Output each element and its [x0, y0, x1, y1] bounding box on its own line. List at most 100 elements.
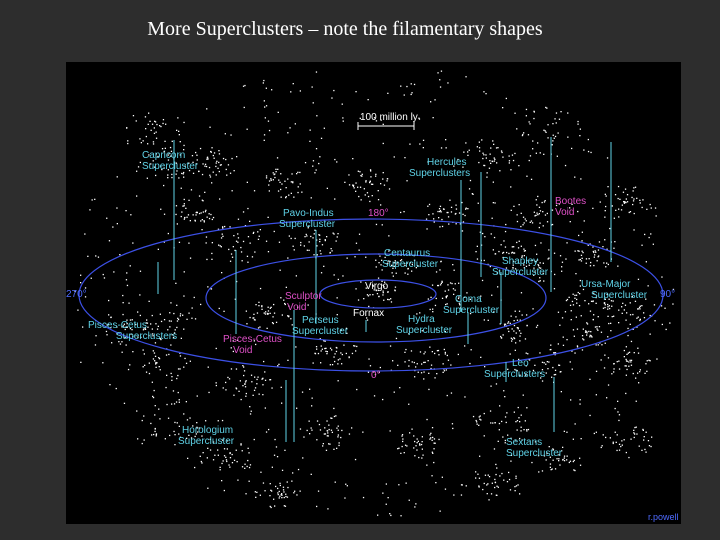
- galaxy-dot: [521, 439, 523, 441]
- galaxy-dot: [251, 381, 253, 383]
- galaxy-dot: [189, 360, 191, 362]
- galaxy-dot: [191, 307, 193, 309]
- galaxy-dot: [380, 264, 382, 266]
- galaxy-dot: [315, 71, 318, 73]
- galaxy-dot: [188, 162, 190, 164]
- galaxy-dot: [400, 515, 402, 517]
- galaxy-dot: [536, 204, 538, 206]
- galaxy-dot: [644, 372, 646, 374]
- galaxy-dot: [170, 372, 172, 375]
- galaxy-dot: [583, 220, 585, 222]
- galaxy-dot: [264, 106, 266, 108]
- galaxy-dot: [406, 85, 408, 88]
- galaxy-dot: [243, 106, 245, 109]
- galaxy-dot: [495, 463, 497, 466]
- galaxy-dot: [383, 299, 385, 301]
- galaxy-dot: [215, 165, 217, 168]
- galaxy-dot: [206, 216, 208, 218]
- galaxy-dot: [416, 442, 418, 444]
- galaxy-dot: [579, 285, 581, 287]
- galaxy-dot: [112, 226, 114, 228]
- galaxy-dot: [311, 86, 313, 88]
- galaxy-dot: [122, 325, 125, 327]
- galaxy-dot: [495, 383, 498, 385]
- galaxy-dot: [158, 358, 161, 360]
- coma-label: Coma Supercluster: [443, 294, 500, 316]
- galaxy-dot: [261, 305, 263, 307]
- galaxy-dot: [375, 259, 377, 261]
- galaxy-dot: [540, 242, 542, 244]
- galaxy-dot: [536, 324, 539, 327]
- galaxy-dot: [194, 466, 196, 469]
- galaxy-dot: [209, 449, 212, 451]
- galaxy-dot: [426, 418, 428, 421]
- galaxy-dot: [533, 110, 535, 112]
- galaxy-dot: [499, 170, 501, 172]
- galaxy-dot: [248, 466, 251, 469]
- galaxy-dot: [517, 328, 519, 330]
- galaxy-dot: [587, 138, 589, 141]
- galaxy-dot: [373, 395, 376, 397]
- galaxy-dot: [509, 322, 511, 324]
- galaxy-dot: [226, 448, 228, 450]
- galaxy-dot: [148, 362, 150, 364]
- galaxy-dot: [485, 154, 487, 156]
- galaxy-dot: [308, 420, 310, 422]
- galaxy-dot: [462, 213, 464, 215]
- galaxy-dot: [643, 312, 645, 314]
- galaxy-dot: [315, 346, 318, 348]
- galaxy-dot: [625, 392, 627, 395]
- galaxy-dot: [312, 237, 314, 239]
- galaxy-dot: [607, 315, 609, 317]
- galaxy-dot: [167, 232, 169, 235]
- galaxy-dot: [464, 345, 466, 347]
- galaxy-dot: [102, 362, 104, 364]
- galaxy-dot: [324, 239, 326, 241]
- galaxy-dot: [596, 260, 598, 262]
- galaxy-dot: [252, 317, 254, 319]
- galaxy-dot: [270, 506, 272, 509]
- galaxy-dot: [533, 211, 535, 213]
- galaxy-dot: [623, 201, 625, 203]
- galaxy-dot: [335, 415, 337, 417]
- galaxy-dot: [355, 242, 358, 244]
- galaxy-dot: [229, 226, 231, 228]
- galaxy-dot: [532, 148, 534, 150]
- galaxy-dot: [462, 221, 465, 223]
- galaxy-dot: [246, 255, 249, 257]
- galaxy-dot: [595, 394, 597, 396]
- galaxy-dot: [163, 241, 165, 243]
- galaxy-dot: [490, 233, 492, 235]
- galaxy-dot: [514, 368, 516, 371]
- galaxy-dot: [392, 275, 394, 277]
- galaxy-dot: [451, 282, 453, 285]
- galaxy-dot: [206, 158, 208, 160]
- galaxy-dot: [564, 164, 567, 167]
- galaxy-dot: [291, 324, 293, 326]
- galaxy-dot: [270, 306, 272, 308]
- galaxy-dot: [237, 233, 239, 235]
- galaxy-dot: [418, 456, 420, 459]
- galaxy-dot: [331, 349, 333, 351]
- galaxy-dot: [595, 302, 597, 304]
- galaxy-dot: [441, 225, 444, 228]
- galaxy-dot: [244, 225, 247, 227]
- galaxy-dot: [496, 162, 498, 164]
- galaxy-dot: [181, 172, 183, 175]
- galaxy-dot: [490, 162, 492, 164]
- galaxy-dot: [554, 352, 557, 354]
- galaxy-dot: [625, 365, 627, 367]
- galaxy-dot: [119, 343, 122, 345]
- galaxy-dot: [567, 112, 569, 114]
- galaxy-dot: [401, 435, 403, 437]
- galaxy-dot: [593, 251, 595, 254]
- galaxy-dot: [410, 93, 412, 96]
- galaxy-dot: [628, 365, 630, 367]
- galaxy-dot: [201, 229, 203, 231]
- galaxy-dot: [597, 344, 599, 346]
- galaxy-dot: [290, 91, 292, 93]
- galaxy-dot: [207, 487, 209, 489]
- galaxy-dot: [290, 181, 292, 183]
- galaxy-dot: [484, 236, 486, 238]
- galaxy-dot: [292, 83, 294, 85]
